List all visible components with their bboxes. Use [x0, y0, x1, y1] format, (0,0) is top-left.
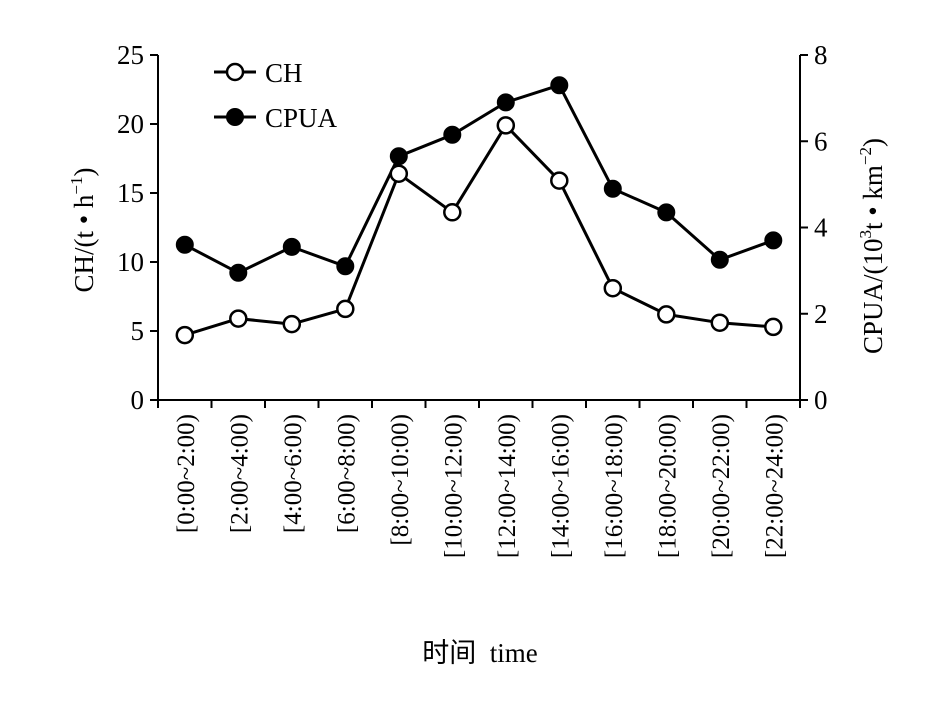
- data-point-cpua: [389, 147, 408, 166]
- x-tick-label: [18:00~20:00): [654, 414, 681, 558]
- y-right-axis-title: CPUA/(103t • km−2): [856, 138, 888, 354]
- data-point-cpua: [550, 76, 569, 95]
- y-right-tick-label: 8: [814, 40, 828, 70]
- data-point-cpua: [229, 263, 248, 282]
- series-points: [175, 76, 783, 345]
- data-point-ch: [443, 203, 462, 222]
- data-point-ch: [496, 116, 516, 135]
- y-right-tick-label: 4: [814, 213, 828, 243]
- y-left-axis-title: CH/(t • h−1): [67, 167, 99, 292]
- series-line-cpua: [184, 83, 774, 275]
- data-point-ch: [282, 314, 302, 334]
- data-point-cpua: [657, 203, 676, 222]
- data-point-cpua: [443, 125, 462, 144]
- data-point-cpua: [710, 250, 729, 269]
- chart-axes: [157, 55, 801, 401]
- data-point-ch: [229, 309, 248, 328]
- data-point-ch: [389, 164, 409, 183]
- legend-label-cpua: CPUA: [265, 103, 338, 133]
- x-tick-label: [8:00~10:00): [387, 414, 414, 546]
- x-tick-label: [4:00~6:00): [280, 414, 307, 533]
- x-tick-label: [14:00~16:00): [547, 414, 574, 558]
- data-point-ch: [657, 305, 676, 324]
- data-point-cpua: [282, 237, 301, 256]
- x-tick-label: [0:00~2:00): [173, 414, 200, 533]
- data-point-ch: [710, 313, 730, 332]
- y-left-tick-label: 25: [117, 40, 144, 70]
- data-point-ch: [175, 325, 195, 345]
- legend-label-ch: CH: [265, 58, 303, 88]
- y-left-tick-label: 10: [117, 247, 144, 277]
- x-tick-label: [22:00~24:00): [761, 414, 788, 558]
- data-point-cpua: [496, 93, 515, 112]
- data-point-ch: [336, 299, 355, 319]
- y-left-tick-label: 5: [131, 316, 145, 346]
- x-tick-label: [12:00~14:00): [494, 414, 521, 558]
- right-tick-labels: 0 2 4 6 8: [800, 40, 828, 415]
- y-left-tick-label: 15: [117, 178, 144, 208]
- y-left-tick-label: 20: [117, 109, 144, 139]
- x-tick-label: [6:00~8:00): [333, 414, 360, 533]
- legend: CH CPUA: [214, 58, 338, 133]
- y-left-tick-label: 0: [131, 385, 145, 415]
- y-right-tick-label: 2: [814, 299, 828, 329]
- x-tick-label: [20:00~22:00): [708, 414, 735, 558]
- data-point-ch: [603, 278, 623, 298]
- category-labels: [0:00~2:00) [2:00~4:00) [4:00~6:00) [6:00~8…: [157, 400, 801, 558]
- left-tick-labels: 0 5 10 15 20 25: [117, 40, 158, 415]
- y-right-tick-label: 6: [814, 126, 828, 156]
- x-tick-label: [2:00~4:00): [226, 414, 253, 533]
- legend-item-ch: CH: [214, 58, 303, 88]
- data-point-cpua: [175, 235, 194, 254]
- data-point-ch: [550, 171, 569, 190]
- data-point-ch: [764, 317, 783, 337]
- y-right-tick-label: 0: [814, 385, 828, 415]
- x-tick-label: [16:00~18:00): [601, 414, 628, 558]
- legend-item-cpua: CPUA: [214, 103, 338, 133]
- data-point-cpua: [603, 179, 622, 198]
- data-point-cpua: [336, 257, 355, 276]
- data-point-cpua: [764, 231, 783, 250]
- x-axis-title: 时间 time: [422, 638, 538, 668]
- x-tick-label: [10:00~12:00): [440, 414, 467, 558]
